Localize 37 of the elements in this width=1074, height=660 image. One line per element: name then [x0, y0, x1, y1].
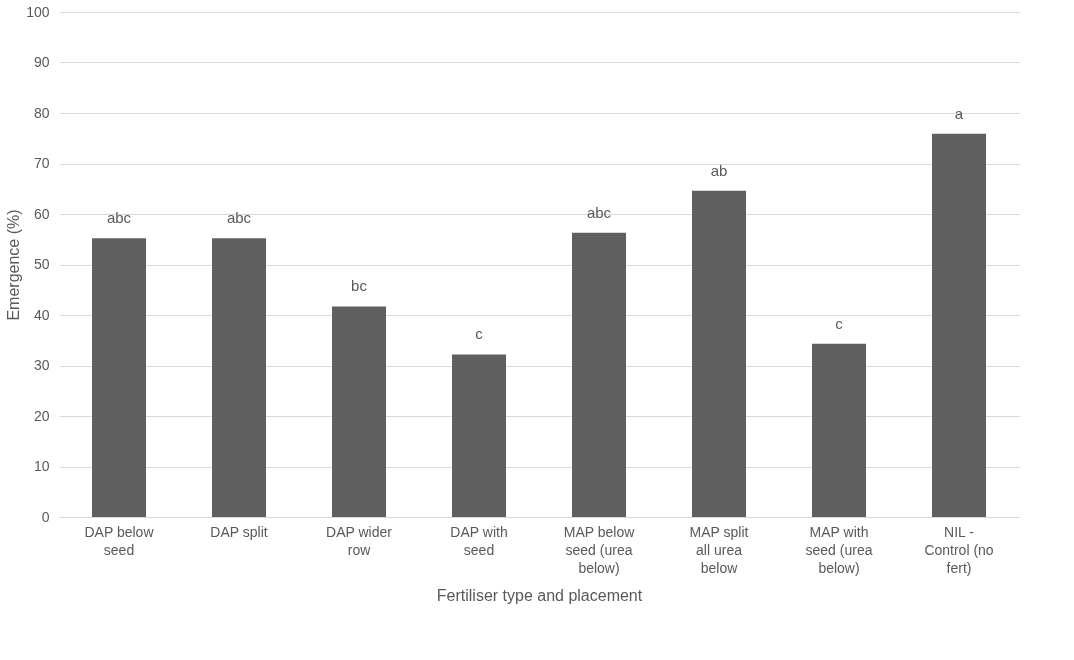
bar	[92, 238, 146, 517]
bar	[932, 133, 986, 517]
bar	[332, 306, 386, 517]
y-tick-label: 100	[26, 3, 50, 20]
x-tick-label: DAP below seed	[84, 523, 155, 558]
bar	[692, 190, 746, 517]
x-axis-title: Fertiliser type and placement	[436, 586, 643, 604]
bar	[812, 343, 866, 517]
x-tick-label: DAP wider row	[326, 523, 393, 558]
annotation: abc	[106, 209, 132, 227]
y-tick-label: 50	[33, 256, 50, 272]
bar	[572, 232, 626, 517]
y-tick-label: 30	[33, 357, 50, 373]
bar	[452, 354, 506, 517]
x-tick-label: MAP split all urea below	[689, 523, 749, 576]
annotation: a	[954, 104, 964, 122]
y-tick-label: 10	[33, 458, 50, 474]
y-tick-label: 90	[33, 54, 50, 70]
y-axis-title: Emergence (%)	[5, 209, 23, 321]
y-tick-label: 20	[33, 407, 50, 424]
annotation: c	[835, 314, 844, 332]
y-tick-label: 80	[33, 104, 50, 121]
y-tick-label: 40	[33, 306, 50, 323]
annotation: abc	[586, 203, 612, 221]
x-tick-label: NIL - Control (no fert)	[924, 523, 994, 576]
y-tick-label: 60	[33, 205, 50, 222]
bar	[212, 238, 266, 517]
annotation: abc	[226, 209, 252, 227]
y-tick-label: 0	[41, 508, 50, 525]
annotation: ab	[710, 161, 728, 179]
x-tick-label: DAP with seed	[450, 523, 508, 558]
x-tick-label: MAP with seed (urea below)	[805, 523, 873, 576]
annotation: c	[475, 325, 484, 343]
y-tick-label: 70	[33, 155, 50, 171]
x-tick-label: DAP split	[210, 523, 268, 540]
x-tick-label: MAP below seed (urea below)	[563, 523, 636, 576]
annotation: bc	[351, 277, 368, 295]
